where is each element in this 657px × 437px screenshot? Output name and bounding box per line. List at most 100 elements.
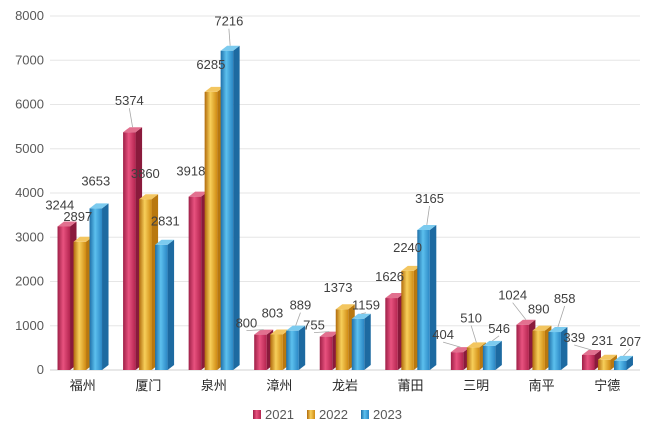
bar-top bbox=[613, 355, 633, 361]
bar-top bbox=[254, 329, 274, 335]
bar bbox=[482, 340, 502, 370]
bar-side bbox=[102, 203, 109, 370]
leader-line bbox=[470, 325, 477, 343]
y-tick-label: 2000 bbox=[15, 274, 44, 289]
legend-swatch bbox=[361, 410, 369, 419]
bar-front bbox=[482, 345, 496, 370]
bar-top bbox=[335, 304, 355, 310]
leader-line bbox=[623, 348, 631, 357]
bar-top bbox=[482, 340, 502, 346]
bar-side bbox=[626, 355, 633, 370]
data-label: 339 bbox=[563, 330, 585, 345]
leader-line bbox=[492, 335, 500, 342]
legend-item: 2022 bbox=[307, 407, 348, 422]
bar bbox=[351, 313, 371, 370]
bar-front bbox=[73, 241, 87, 370]
bar bbox=[89, 203, 109, 370]
x-tick-label: 三明 bbox=[463, 379, 489, 394]
data-label: 546 bbox=[488, 321, 510, 336]
legend-label: 2022 bbox=[319, 407, 348, 422]
y-axis: 0 1000 2000 3000 4000 5000 6000 7000 8000 bbox=[15, 8, 44, 377]
y-tick-label: 3000 bbox=[15, 229, 44, 244]
leader-line bbox=[128, 108, 133, 128]
legend-swatch bbox=[307, 410, 315, 419]
leader-line bbox=[228, 28, 231, 46]
bar-top bbox=[581, 349, 601, 355]
bar-side bbox=[233, 45, 240, 370]
bar bbox=[450, 347, 470, 370]
bar bbox=[155, 239, 175, 370]
y-tick-label: 1000 bbox=[15, 318, 44, 333]
y-tick-label: 0 bbox=[37, 362, 44, 377]
bars bbox=[57, 45, 633, 371]
bar-front bbox=[286, 330, 299, 370]
bar-top bbox=[270, 329, 290, 335]
x-tick-label: 莆田 bbox=[398, 379, 424, 394]
legend-label: 2023 bbox=[373, 407, 402, 422]
data-label: 3653 bbox=[81, 173, 110, 188]
bar-front bbox=[581, 354, 595, 370]
bar-top bbox=[548, 327, 568, 333]
data-label: 800 bbox=[236, 316, 258, 331]
data-label: 3918 bbox=[176, 164, 205, 179]
bar-top bbox=[89, 203, 109, 209]
legend-label: 2021 bbox=[265, 407, 294, 422]
y-tick-label: 4000 bbox=[15, 185, 44, 200]
x-tick-label: 龙岩 bbox=[332, 379, 358, 394]
y-tick-label: 5000 bbox=[15, 141, 44, 156]
bar-front bbox=[385, 298, 398, 370]
bar-front bbox=[188, 196, 202, 370]
x-tick-label: 漳州 bbox=[266, 378, 292, 394]
bar-top bbox=[123, 127, 143, 133]
data-label: 1373 bbox=[324, 280, 353, 295]
bar-side bbox=[298, 325, 306, 370]
bar-side bbox=[560, 327, 568, 370]
data-label: 755 bbox=[303, 318, 325, 333]
bar-front bbox=[532, 330, 545, 370]
data-label: 6285 bbox=[196, 57, 225, 72]
bar-top bbox=[139, 194, 159, 200]
bar bbox=[220, 45, 240, 370]
data-label: 207 bbox=[619, 334, 641, 349]
bar-top bbox=[155, 239, 175, 245]
bar-side bbox=[429, 224, 437, 370]
data-label: 2897 bbox=[63, 209, 92, 224]
data-label: 2831 bbox=[151, 214, 180, 229]
bar bbox=[417, 224, 437, 370]
data-label: 404 bbox=[432, 327, 454, 342]
bar bbox=[613, 355, 633, 370]
bar-front bbox=[139, 199, 152, 370]
bar-front bbox=[597, 359, 611, 370]
bar-top bbox=[286, 325, 306, 331]
y-tick-label: 7000 bbox=[15, 52, 44, 67]
legend-swatch bbox=[253, 410, 261, 419]
bar-top bbox=[532, 325, 552, 331]
bar-top bbox=[450, 347, 470, 353]
bar-front bbox=[319, 336, 333, 370]
bar-front bbox=[204, 91, 218, 371]
legend-item: 2021 bbox=[253, 407, 294, 422]
data-label: 1626 bbox=[375, 269, 404, 284]
bar-front bbox=[270, 334, 283, 370]
data-label: 2240 bbox=[393, 240, 422, 255]
bar-top bbox=[417, 224, 437, 230]
data-label: 858 bbox=[554, 291, 576, 306]
x-tick-label: 福州 bbox=[70, 379, 96, 394]
leader-line bbox=[442, 341, 461, 348]
data-label: 889 bbox=[290, 298, 312, 313]
x-tick-label: 宁德 bbox=[594, 378, 620, 394]
data-label: 890 bbox=[528, 302, 550, 317]
leader-line bbox=[313, 331, 330, 333]
bar-top bbox=[57, 221, 77, 227]
bar-top bbox=[401, 265, 421, 271]
data-label: 803 bbox=[262, 305, 284, 320]
bar-front bbox=[155, 244, 168, 370]
bar-front bbox=[123, 132, 136, 370]
bar-front bbox=[254, 334, 267, 370]
legend: 2021 2022 2023 bbox=[253, 407, 402, 422]
x-tick-label: 厦门 bbox=[135, 379, 161, 394]
bar-front bbox=[351, 318, 365, 370]
bar-front bbox=[417, 229, 430, 370]
bar-top bbox=[319, 331, 339, 337]
